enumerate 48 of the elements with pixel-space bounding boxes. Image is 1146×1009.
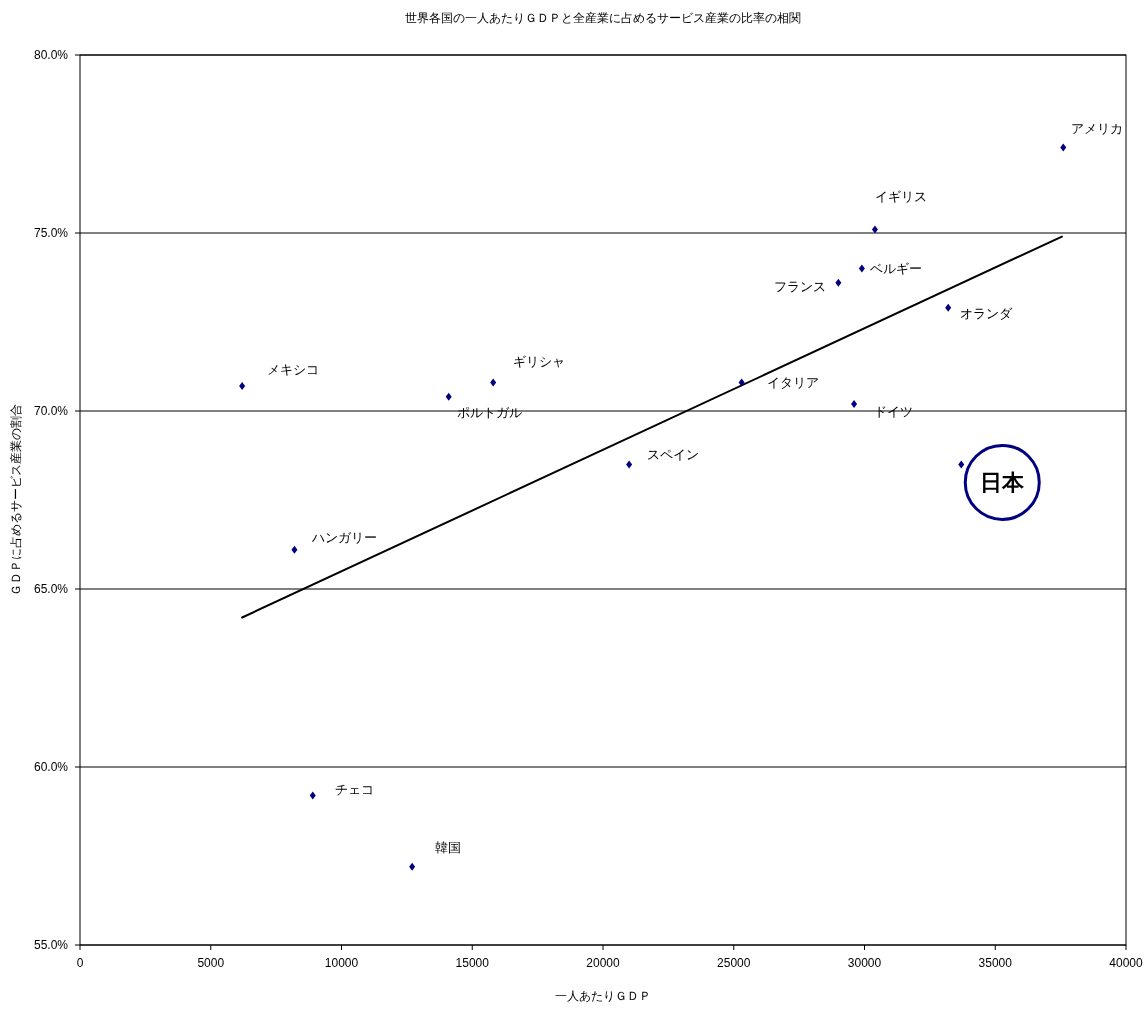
- point: [958, 460, 965, 469]
- y-tick-label: 70.0%: [33, 404, 69, 418]
- point: [239, 382, 246, 391]
- point: [445, 392, 452, 401]
- point: [309, 791, 316, 800]
- x-tick-label: 40000: [1109, 956, 1144, 970]
- point: [291, 545, 298, 554]
- point: [871, 225, 878, 234]
- x-tick-label: 10000: [324, 956, 359, 970]
- annotation: ドイツ: [874, 403, 914, 419]
- annotation: メキシコ: [267, 362, 320, 378]
- point: [835, 278, 842, 287]
- y-tick-label: 80.0%: [33, 48, 69, 62]
- point: [490, 378, 497, 387]
- x-tick-label: 20000: [586, 956, 621, 970]
- x-tick-label: 0: [76, 956, 84, 970]
- annotation: フランス: [774, 278, 827, 294]
- y-axis-title: ＧＤＰに占めるサービス産業の割合: [9, 404, 23, 596]
- chart-title: 世界各国の一人あたりＧＤＰと全産業に占めるサービス産業の比率の相関: [405, 11, 801, 25]
- annotation: イギリス: [874, 189, 927, 205]
- annotation: ベルギー: [869, 260, 922, 276]
- point: [626, 460, 633, 469]
- y-tick-label: 65.0%: [33, 582, 69, 596]
- annotation: ハンガリー: [311, 529, 378, 545]
- x-tick-label: 35000: [978, 956, 1013, 970]
- point: [858, 264, 865, 273]
- annotation: ポルトガル: [456, 404, 522, 420]
- point: [851, 399, 858, 408]
- annotation: 日本: [980, 470, 1026, 496]
- y-tick-label: 55.0%: [33, 938, 69, 952]
- x-tick-label: 5000: [197, 956, 225, 970]
- annotation: アメリカ: [1071, 120, 1124, 136]
- annotation: スペイン: [647, 447, 700, 463]
- x-tick-label: 15000: [455, 956, 490, 970]
- point: [945, 303, 952, 312]
- y-tick-label: 60.0%: [33, 760, 69, 774]
- annotation: 韓国: [435, 839, 462, 855]
- annotation: ギリシャ: [513, 353, 566, 369]
- x-tick-label: 25000: [717, 956, 751, 970]
- point: [1060, 143, 1067, 152]
- y-tick-label: 75.0%: [33, 226, 69, 240]
- annotation: チェコ: [334, 782, 374, 798]
- point: [738, 378, 745, 387]
- x-axis-title: 一人あたりＧＤＰ: [555, 989, 651, 1003]
- annotation: イタリア: [766, 374, 819, 390]
- point: [409, 862, 416, 871]
- x-tick-label: 30000: [847, 956, 882, 970]
- annotation: オランダ: [960, 305, 1014, 321]
